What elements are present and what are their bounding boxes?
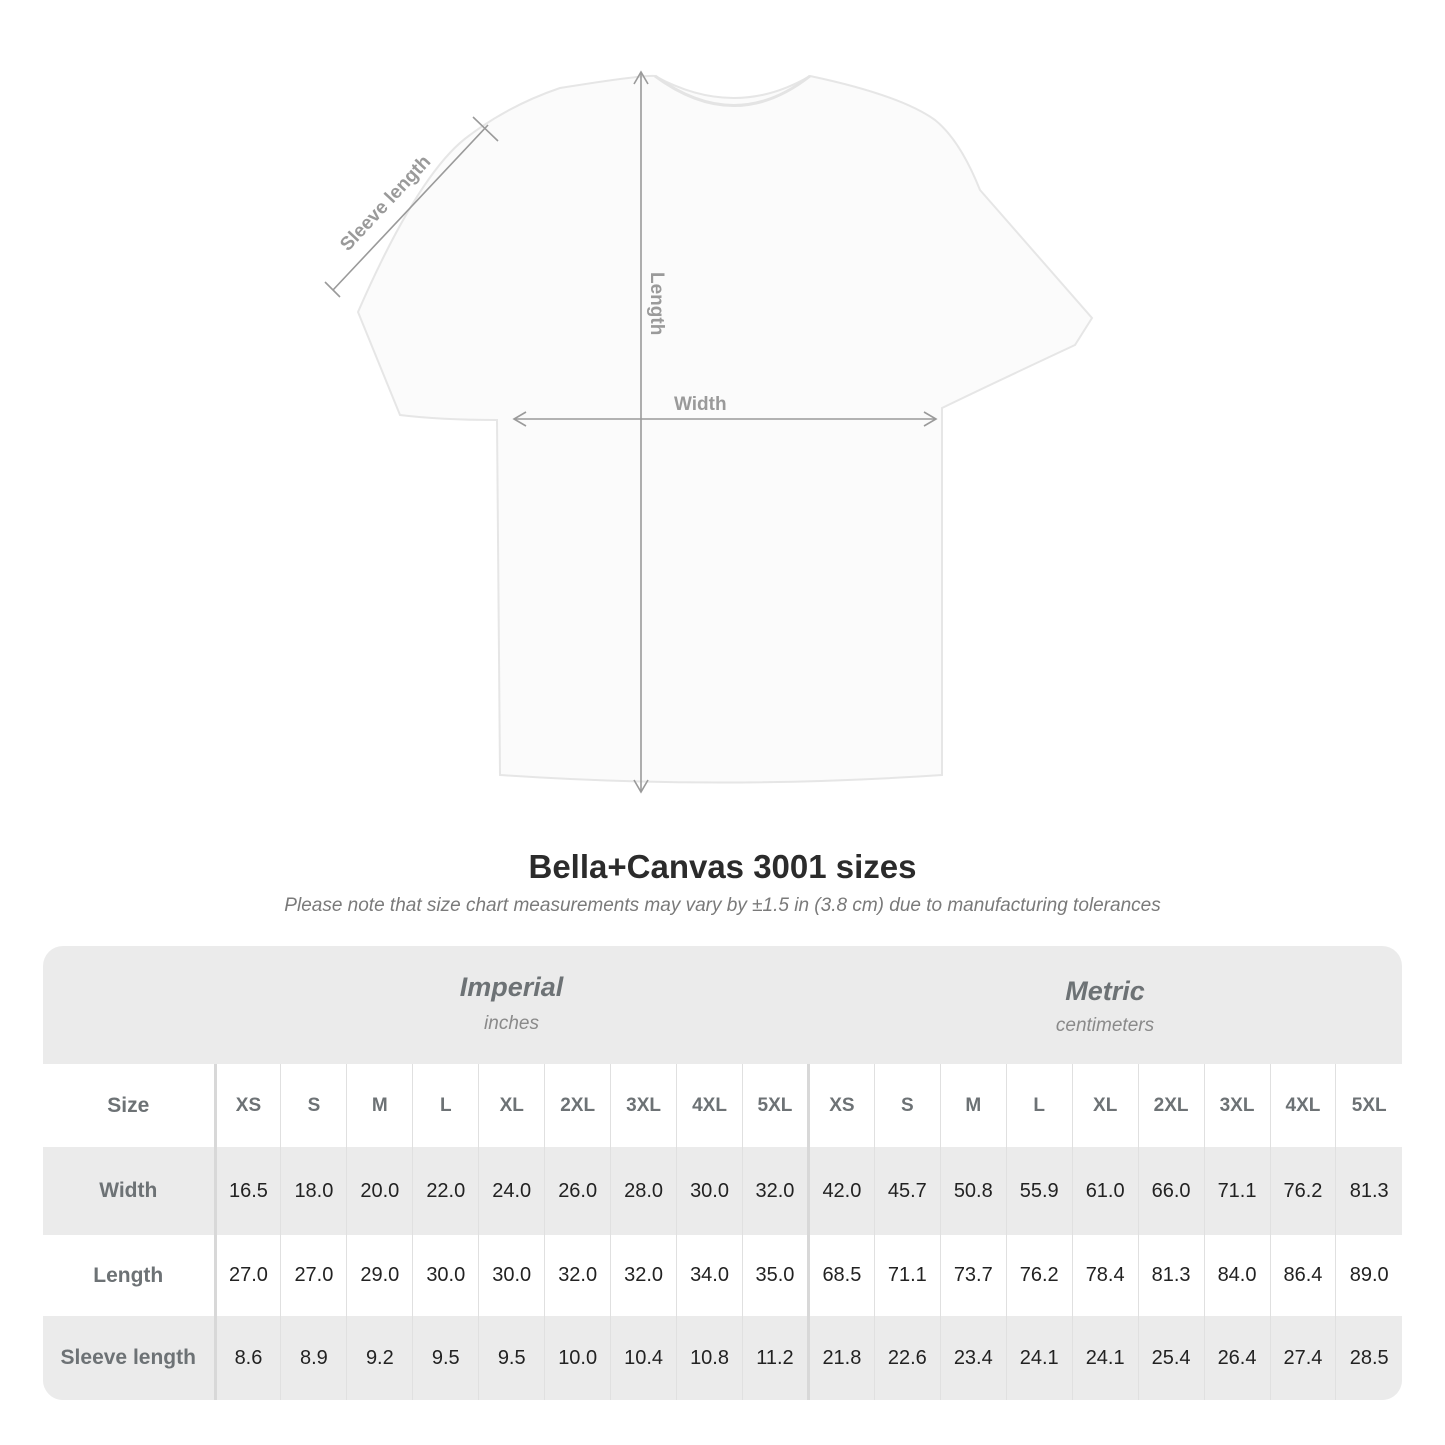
- tshirt-collar: [654, 74, 811, 107]
- imperial-value: 9.2: [346, 1316, 413, 1400]
- imperial-value: 8.9: [280, 1316, 347, 1400]
- imperial-size-M: M: [346, 1064, 413, 1147]
- imperial-value: 9.5: [478, 1316, 545, 1400]
- metric-value: 71.1: [1203, 1147, 1270, 1235]
- metric-value: 25.4: [1137, 1316, 1205, 1400]
- imperial-size-S: S: [280, 1064, 347, 1147]
- metric-value: 21.8: [806, 1316, 875, 1400]
- metric-value: 78.4: [1071, 1235, 1139, 1316]
- size-grid: Size XS S M L XL 2XL 3XL 4XL 5XL XS S M L XL 2XL 3XL 4XL 5…: [43, 1064, 1402, 1400]
- imperial-size-L: L: [412, 1064, 479, 1147]
- size-header-row: Size XS S M L XL 2XL 3XL 4XL 5XL XS S M L XL 2XL 3XL 4XL 5…: [43, 1064, 1402, 1147]
- metric-value: 81.3: [1137, 1235, 1205, 1316]
- imperial-unit: inches: [484, 1013, 539, 1034]
- table-row: Width 16.5 18.0 20.0 22.0 24.0 26.0 28.0 30.0 32.…: [43, 1147, 1402, 1235]
- imperial-value: 30.0: [412, 1235, 479, 1316]
- imperial-value: 10.4: [610, 1316, 677, 1400]
- metric-value: 45.7: [873, 1147, 941, 1235]
- metric-header: Metric centimeters: [808, 946, 1402, 1064]
- imperial-size-5XL: 5XL: [742, 1064, 809, 1147]
- row-label: Length: [43, 1235, 217, 1316]
- metric-value: 61.0: [1071, 1147, 1139, 1235]
- chart-title: Bella+Canvas 3001 sizes: [528, 848, 917, 885]
- metric-value: 28.5: [1335, 1316, 1402, 1400]
- metric-value: 55.9: [1005, 1147, 1073, 1235]
- imperial-value: 30.0: [676, 1147, 743, 1235]
- metric-value: 73.7: [939, 1235, 1007, 1316]
- imperial-size-XL: XL: [478, 1064, 545, 1147]
- metric-size-XL: XL: [1071, 1064, 1139, 1147]
- metric-value: 71.1: [873, 1235, 941, 1316]
- metric-value: 23.4: [939, 1316, 1007, 1400]
- metric-value: 24.1: [1005, 1316, 1073, 1400]
- metric-unit: centimeters: [1055, 1015, 1155, 1036]
- metric-size-4XL: 4XL: [1269, 1064, 1336, 1147]
- metric-value: 26.4: [1203, 1316, 1270, 1400]
- imperial-value: 27.0: [214, 1235, 281, 1316]
- imperial-value: 8.6: [214, 1316, 281, 1400]
- metric-size-M: M: [939, 1064, 1007, 1147]
- imperial-size-XS: XS: [214, 1064, 281, 1147]
- imperial-value: 16.5: [214, 1147, 281, 1235]
- metric-size-L: L: [1005, 1064, 1073, 1147]
- imperial-value: 10.8: [676, 1316, 743, 1400]
- imperial-value: 27.0: [280, 1235, 347, 1316]
- metric-value: 76.2: [1005, 1235, 1073, 1316]
- imperial-value: 32.0: [610, 1235, 677, 1316]
- length-label: Length: [646, 272, 667, 335]
- metric-value: 81.3: [1335, 1147, 1402, 1235]
- imperial-value: 32.0: [544, 1235, 611, 1316]
- imperial-value: 34.0: [676, 1235, 743, 1316]
- imperial-size-2XL: 2XL: [544, 1064, 611, 1147]
- metric-size-5XL: 5XL: [1335, 1064, 1402, 1147]
- imperial-value: 30.0: [478, 1235, 545, 1316]
- imperial-value: 35.0: [742, 1235, 809, 1316]
- row-label: Sleeve length: [43, 1316, 217, 1400]
- imperial-size-3XL: 3XL: [610, 1064, 677, 1147]
- imperial-value: 18.0: [280, 1147, 347, 1235]
- metric-size-XS: XS: [806, 1064, 875, 1147]
- imperial-value: 24.0: [478, 1147, 545, 1235]
- row-label: Width: [43, 1147, 217, 1235]
- imperial-value: 29.0: [346, 1235, 413, 1316]
- metric-size-2XL: 2XL: [1137, 1064, 1205, 1147]
- width-label: Width: [674, 394, 727, 415]
- sleeve-measure-line: [332, 124, 489, 291]
- metric-value: 86.4: [1269, 1235, 1336, 1316]
- imperial-size-4XL: 4XL: [676, 1064, 743, 1147]
- metric-value: 27.4: [1269, 1316, 1336, 1400]
- imperial-value: 26.0: [544, 1147, 611, 1235]
- imperial-value: 32.0: [742, 1147, 809, 1235]
- size-row-label: Size: [43, 1064, 217, 1147]
- imperial-header: Imperial inches: [215, 946, 808, 1064]
- metric-size-3XL: 3XL: [1203, 1064, 1270, 1147]
- imperial-value: 10.0: [544, 1316, 611, 1400]
- imperial-value: 9.5: [412, 1316, 479, 1400]
- metric-title: Metric: [1065, 976, 1145, 1006]
- table-row: Length 27.0 27.0 29.0 30.0 30.0 32.0 32.0 34.0 35…: [43, 1235, 1402, 1316]
- imperial-value: 22.0: [412, 1147, 479, 1235]
- table-row: Sleeve length 8.6 8.9 9.2 9.5 9.5 10.0 10.4 10.8…: [43, 1316, 1402, 1400]
- metric-value: 84.0: [1203, 1235, 1270, 1316]
- metric-value: 22.6: [873, 1316, 941, 1400]
- metric-value: 24.1: [1071, 1316, 1139, 1400]
- size-table: Imperial inches Metric centimeters Size X…: [43, 946, 1402, 1400]
- metric-value: 66.0: [1137, 1147, 1205, 1235]
- imperial-value: 28.0: [610, 1147, 677, 1235]
- metric-value: 76.2: [1269, 1147, 1336, 1235]
- tshirt-shape: [356, 74, 1094, 784]
- metric-value: 42.0: [806, 1147, 875, 1235]
- metric-value: 50.8: [939, 1147, 1007, 1235]
- imperial-value: 11.2: [742, 1316, 809, 1400]
- imperial-value: 20.0: [346, 1147, 413, 1235]
- imperial-title: Imperial: [459, 972, 564, 1002]
- metric-size-S: S: [873, 1064, 941, 1147]
- tolerance-note: Please note that size chart measurements…: [284, 895, 1161, 916]
- tshirt-diagram: Sleeve length Length Width: [324, 70, 1094, 794]
- metric-value: 89.0: [1335, 1235, 1402, 1316]
- metric-value: 68.5: [806, 1235, 875, 1316]
